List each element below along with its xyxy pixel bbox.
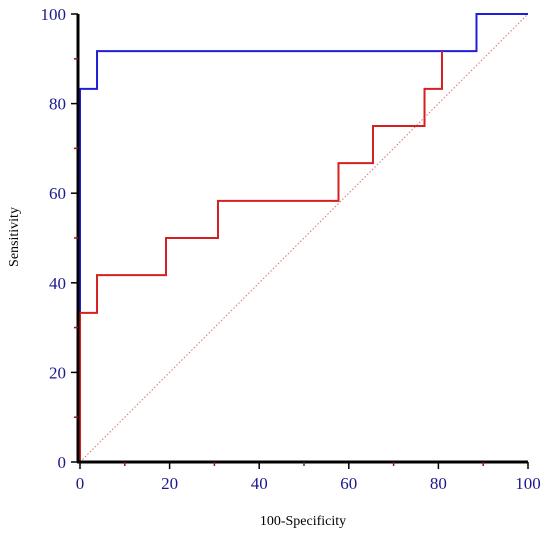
x-tick-label: 80	[430, 474, 447, 493]
x-tick-label: 60	[340, 474, 357, 493]
y-tick-label: 0	[58, 453, 67, 472]
series-layer	[79, 13, 528, 462]
y-tick-label: 40	[49, 274, 66, 293]
y-tick-label: 20	[49, 363, 66, 382]
x-tick-label: 40	[251, 474, 268, 493]
y-tick-label: 100	[41, 5, 67, 24]
series-line-1	[79, 13, 528, 462]
reference-diagonal-line	[79, 13, 529, 463]
series-line-2	[79, 51, 443, 462]
x-tick-label: 0	[76, 474, 85, 493]
x-tick-label: 20	[161, 474, 178, 493]
tick-layer: 0 20 40 60 80 100 0 20 40 60 80 100	[41, 5, 541, 493]
y-tick-label: 60	[49, 184, 66, 203]
y-tick-label: 80	[49, 95, 66, 114]
axes-layer	[76, 14, 528, 464]
y-axis-title: Sensitivity	[7, 207, 22, 267]
x-axis-title: 100-Specificity	[260, 514, 346, 529]
plot-area	[79, 13, 529, 463]
x-tick-label: 100	[515, 474, 541, 493]
